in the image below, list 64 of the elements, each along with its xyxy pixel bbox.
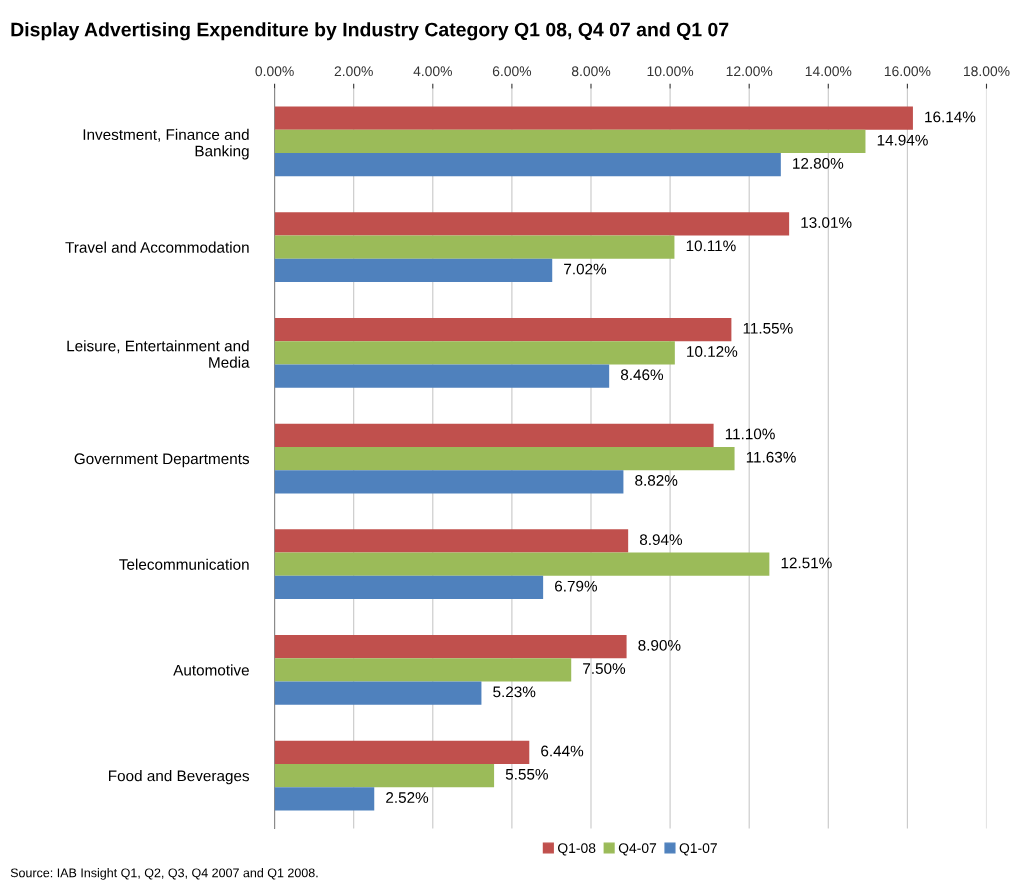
bar bbox=[274, 258, 553, 283]
x-tick-label: 6.00% bbox=[492, 66, 532, 77]
bar bbox=[274, 106, 913, 130]
y-tick-label: Government Departments bbox=[74, 453, 250, 468]
data-label: 5.55% bbox=[505, 768, 548, 780]
y-tick-label: Food and Beverages bbox=[109, 770, 250, 785]
data-label: 16.14% bbox=[925, 111, 976, 123]
x-tick-label: 12.00% bbox=[726, 66, 773, 77]
x-tick-label: 8.00% bbox=[571, 66, 611, 77]
bar bbox=[274, 212, 790, 236]
data-label: 11.55% bbox=[743, 322, 793, 334]
bar bbox=[274, 317, 732, 342]
legend-label: Q1-08 bbox=[558, 843, 596, 856]
y-tick-label: Automotive bbox=[173, 664, 249, 676]
data-label: 11.63% bbox=[746, 451, 796, 463]
data-label: 14.94% bbox=[877, 134, 928, 146]
bar bbox=[274, 529, 629, 553]
legend-label: Q1-07 bbox=[679, 843, 717, 856]
bar bbox=[274, 235, 675, 259]
data-label: 7.02% bbox=[564, 263, 607, 275]
y-tick-label: Telecommunication bbox=[119, 558, 249, 570]
bar bbox=[274, 470, 624, 494]
source-note: Source: IAB Insight Q1, Q2, Q3, Q4 2007 and Q1 2008. bbox=[10, 868, 318, 880]
data-label: 2.52% bbox=[386, 792, 429, 803]
x-tick-label: 14.00% bbox=[805, 66, 852, 77]
data-label: 5.23% bbox=[493, 686, 536, 698]
bar bbox=[274, 129, 866, 154]
data-label: 12.51% bbox=[781, 557, 832, 569]
data-label: 6.44% bbox=[541, 745, 584, 757]
bar bbox=[274, 740, 530, 764]
bar bbox=[274, 341, 675, 365]
bar bbox=[274, 153, 781, 177]
bar bbox=[274, 658, 572, 682]
data-label: 10.11% bbox=[686, 240, 736, 252]
legend-label: Q4-07 bbox=[618, 843, 657, 856]
data-label: 11.10% bbox=[725, 428, 775, 440]
bar bbox=[274, 364, 610, 388]
y-tick-label: Investment, Finance and Banking bbox=[83, 128, 249, 160]
x-tick-label: 18.00% bbox=[964, 66, 1010, 77]
bar bbox=[274, 787, 375, 811]
data-label: 6.79% bbox=[555, 580, 598, 592]
bar bbox=[274, 681, 482, 705]
data-label: 8.82% bbox=[635, 475, 678, 486]
bar bbox=[274, 446, 735, 471]
chart-title: Display Advertising Expenditure by Industry Category Q1 08, Q4 07 and Q1 07 bbox=[11, 22, 729, 41]
bar bbox=[274, 575, 544, 600]
data-label: 8.94% bbox=[639, 534, 683, 546]
data-label: 8.46% bbox=[620, 369, 664, 381]
data-label: 7.50% bbox=[583, 663, 626, 674]
bar bbox=[274, 635, 627, 659]
data-label: 13.01% bbox=[801, 217, 852, 228]
x-tick-label: 10.00% bbox=[647, 66, 694, 77]
data-label: 12.80% bbox=[793, 157, 844, 169]
bar bbox=[274, 423, 714, 447]
x-tick-label: 2.00% bbox=[334, 66, 373, 77]
y-tick-label: Leisure, Entertainment and Media bbox=[67, 340, 250, 368]
bar bbox=[274, 763, 495, 788]
x-tick-label: 16.00% bbox=[884, 66, 931, 77]
data-label: 8.90% bbox=[638, 639, 681, 651]
data-label: 10.12% bbox=[687, 346, 738, 357]
y-tick-label: Travel and Accommodation bbox=[65, 241, 249, 253]
bar bbox=[274, 552, 770, 576]
x-tick-label: 4.00% bbox=[413, 66, 452, 77]
x-tick-label: 0.00% bbox=[255, 66, 294, 77]
